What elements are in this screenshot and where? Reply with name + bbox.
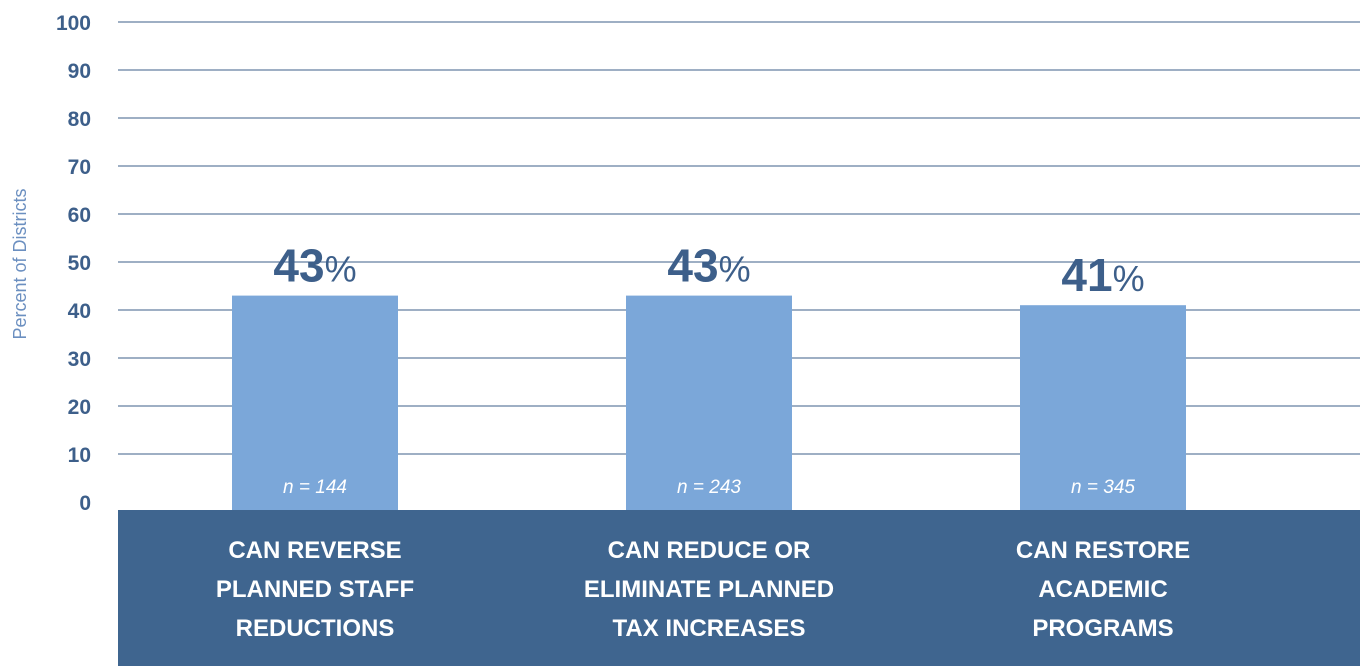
- y-tick-label: 50: [68, 252, 91, 275]
- value-label: 43%: [667, 240, 750, 292]
- bar: [232, 295, 398, 510]
- y-tick-label: 70: [68, 156, 91, 179]
- category-label-line: PROGRAMS: [1032, 615, 1173, 642]
- category-axis-band: [118, 510, 1360, 666]
- value-percent-sign: %: [719, 249, 751, 290]
- value-label: 41%: [1061, 249, 1144, 301]
- y-tick-label: 20: [68, 396, 91, 419]
- category-label: CAN REVERSE PLANNED STAFF REDUCTIONS: [216, 537, 414, 642]
- y-tick-label: 90: [68, 60, 91, 83]
- data-labels: 43% n = 144 43% n = 243 41% n = 345: [273, 240, 1144, 498]
- y-tick-label: 100: [56, 12, 91, 35]
- y-axis-ticks: 0 10 20 30 40 50 60 70 80 90 100: [56, 12, 91, 515]
- y-axis-label: Percent of Districts: [10, 188, 30, 339]
- category-label-line: CAN RESTORE: [1016, 537, 1190, 564]
- category-label: CAN RESTORE ACADEMIC PROGRAMS: [1016, 537, 1190, 642]
- category-label-line: REDUCTIONS: [236, 615, 395, 642]
- bar: [626, 295, 792, 510]
- category-label-line: PLANNED STAFF: [216, 576, 414, 603]
- y-tick-label: 10: [68, 444, 91, 467]
- value-number: 43: [667, 240, 718, 292]
- category-label-line: TAX INCREASES: [613, 615, 806, 642]
- category-label-line: ELIMINATE PLANNED: [584, 576, 834, 603]
- y-tick-label: 40: [68, 300, 91, 323]
- y-tick-label: 80: [68, 108, 91, 131]
- sample-size-label: n = 345: [1071, 477, 1135, 498]
- y-tick-label: 0: [79, 492, 91, 515]
- category-label: CAN REDUCE OR ELIMINATE PLANNED TAX INCREA…: [584, 537, 834, 642]
- sample-size-label: n = 144: [283, 477, 347, 498]
- bar: [1020, 305, 1186, 510]
- value-label: 43%: [273, 240, 356, 292]
- y-tick-label: 30: [68, 348, 91, 371]
- sample-size-label: n = 243: [677, 477, 741, 498]
- value-number: 41: [1061, 249, 1112, 301]
- value-percent-sign: %: [1113, 258, 1145, 299]
- y-tick-label: 60: [68, 204, 91, 227]
- bars: [232, 295, 1186, 510]
- category-label-line: CAN REVERSE: [228, 537, 401, 564]
- value-number: 43: [273, 240, 324, 292]
- category-label-line: CAN REDUCE OR: [608, 537, 811, 564]
- value-percent-sign: %: [325, 249, 357, 290]
- category-label-line: ACADEMIC: [1038, 576, 1167, 603]
